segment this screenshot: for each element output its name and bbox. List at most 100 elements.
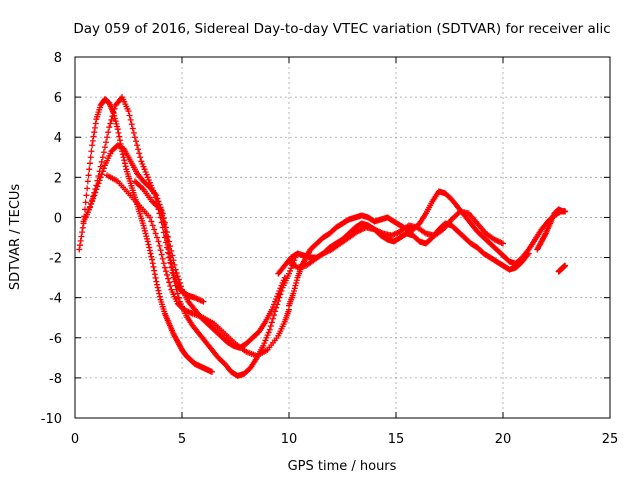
data-point [132, 138, 139, 145]
data-point [172, 266, 179, 273]
y-tick-label: -4 [49, 292, 62, 307]
data-point [155, 198, 162, 205]
data-point [84, 178, 91, 185]
plot-frame [74, 56, 611, 419]
data-point [288, 265, 295, 272]
data-point [154, 281, 161, 288]
data-point [291, 285, 298, 292]
data-point [88, 201, 95, 208]
series-track-3 [82, 142, 288, 351]
data-point [148, 253, 155, 260]
data-point [145, 177, 152, 184]
data-point [153, 192, 160, 199]
data-point [130, 129, 137, 136]
data-point [269, 304, 276, 311]
data-point [292, 282, 299, 289]
data-point [114, 126, 121, 133]
x-tick-label: 20 [495, 432, 512, 447]
data-point [143, 233, 150, 240]
data-point [127, 116, 134, 123]
data-point [116, 133, 123, 140]
data-point [146, 214, 153, 221]
data-point [262, 337, 269, 344]
data-point [77, 237, 84, 244]
data-point [525, 250, 532, 257]
data-point [121, 160, 128, 167]
data-point [271, 301, 278, 308]
data-point [89, 137, 96, 144]
data-point [267, 323, 274, 330]
data-point [260, 342, 267, 349]
data-point [136, 150, 143, 157]
data-point [144, 238, 151, 245]
data-point [268, 306, 275, 313]
data-point [88, 148, 95, 155]
data-point [94, 183, 101, 190]
data-point [263, 334, 270, 341]
data-point [142, 168, 149, 175]
data-point [272, 298, 279, 305]
data-point [111, 105, 118, 112]
data-point [158, 209, 165, 216]
data-point [89, 142, 96, 149]
data-point [161, 221, 168, 228]
data-point [156, 290, 163, 297]
data-point [97, 174, 104, 181]
data-point [95, 180, 102, 187]
data-point [76, 246, 83, 253]
data-point [125, 108, 132, 115]
data-point [141, 225, 148, 232]
y-tick-label: 6 [54, 91, 62, 106]
series-track-7 [275, 220, 532, 277]
data-point [162, 228, 169, 235]
y-tick-label: 0 [54, 211, 62, 226]
series-track-8 [286, 208, 506, 271]
data-point [110, 109, 117, 116]
data-point [122, 163, 129, 170]
data-point [86, 160, 93, 167]
data-point [293, 277, 300, 284]
data-point [562, 262, 569, 269]
data-point [114, 123, 121, 130]
data-point [121, 157, 128, 164]
data-point [151, 226, 158, 233]
data-point [100, 165, 107, 172]
x-tick-label: 25 [602, 432, 619, 447]
data-point [164, 271, 171, 278]
data-point [287, 267, 294, 274]
data-point [143, 171, 150, 178]
data-point [103, 139, 110, 146]
series-track-9 [534, 206, 569, 253]
x-tick-label: 0 [71, 432, 79, 447]
data-point [159, 255, 166, 262]
data-point [542, 231, 549, 238]
data-point [160, 218, 167, 225]
data-point [261, 340, 268, 347]
y-tick-label: -10 [41, 412, 62, 427]
data-point [86, 203, 93, 210]
data-point [208, 368, 215, 375]
data-point [147, 250, 154, 257]
data-point [101, 144, 108, 151]
data-point [163, 233, 170, 240]
data-point [97, 163, 104, 170]
data-point [273, 296, 280, 303]
data-point [268, 319, 275, 326]
data-point [107, 120, 114, 127]
data-point [167, 282, 174, 289]
data-point [159, 212, 166, 219]
data-point [131, 134, 138, 141]
tick-labels: 0 5 10 15 20 25 -10 -8 -6 -4 -2 0 2 4 6 8 [41, 51, 619, 447]
data-point [116, 137, 123, 144]
data-point [266, 326, 273, 333]
data-point [82, 214, 89, 221]
data-point [79, 224, 86, 231]
data-point [156, 293, 163, 300]
data-point [174, 290, 181, 297]
data-point [161, 224, 168, 231]
data-point [146, 247, 153, 254]
data-point [169, 263, 176, 270]
data-point [273, 304, 280, 311]
data-point [92, 120, 99, 127]
x-tick-label: 15 [388, 432, 405, 447]
